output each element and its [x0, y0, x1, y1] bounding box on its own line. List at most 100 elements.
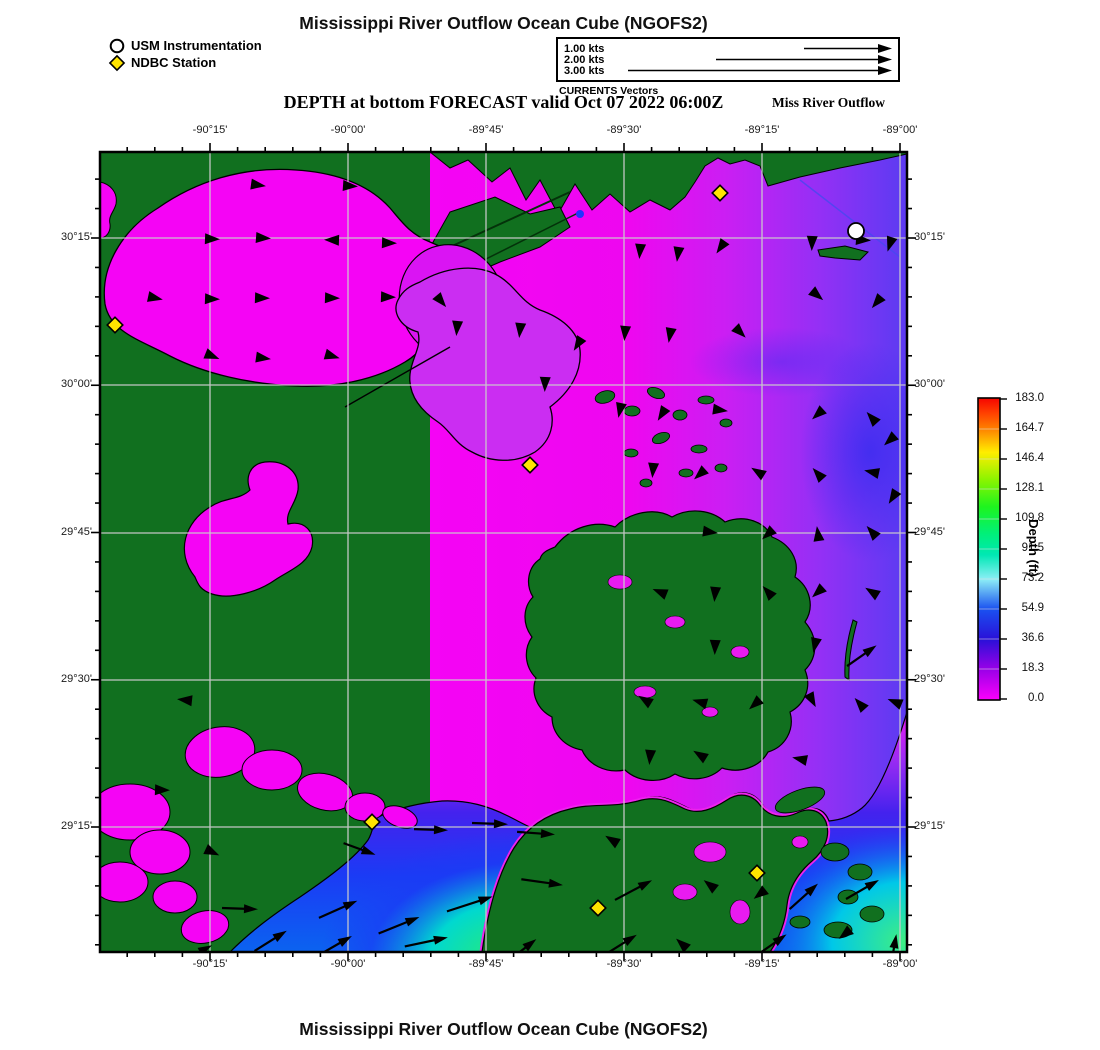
colorbar-tick-label: 146.4	[1015, 452, 1044, 464]
current-arrow	[694, 465, 709, 480]
current-arrow	[255, 351, 271, 363]
current-arrow	[315, 936, 352, 952]
current-arrow	[616, 402, 627, 418]
current-arrow	[884, 431, 899, 446]
current-arrow	[380, 291, 396, 303]
current-arrow	[652, 589, 669, 600]
current-arrow	[812, 468, 827, 483]
ndbc-station-marker	[363, 813, 381, 831]
current-arrow	[413, 825, 448, 835]
x-tick-label-top: -90°15'	[192, 124, 228, 136]
inland-lake	[183, 461, 314, 597]
station-markers	[106, 184, 865, 917]
current-arrow	[838, 925, 854, 939]
current-arrow	[673, 246, 685, 262]
current-arrow	[204, 233, 220, 245]
current-arrow	[614, 880, 653, 901]
gridlines	[100, 152, 907, 952]
ndbc-station-marker	[711, 184, 729, 202]
current-arrow	[788, 883, 818, 910]
colorbar-tick-label: 0.0	[1028, 692, 1044, 704]
current-arrow	[204, 293, 220, 305]
lake-borgne	[395, 267, 581, 461]
legend-label-ndbc: NDBC Station	[131, 55, 217, 70]
current-arrow	[751, 467, 767, 481]
x-tick-label-bottom: -89°15'	[744, 958, 780, 970]
y-tick-label-left: 30°15'	[61, 231, 92, 243]
current-arrow	[889, 934, 899, 952]
x-tick-label-bottom: -89°45'	[468, 958, 504, 970]
current-arrow	[762, 525, 777, 540]
ndbc-station-marker	[748, 864, 766, 882]
current-arrow	[762, 586, 777, 601]
current-arrow	[808, 286, 824, 301]
legend-row-usm: USM Instrumentation	[108, 37, 262, 54]
currents-vector-caption: CURRENTS Vectors	[559, 85, 659, 97]
forecast-subtitle: DEPTH at bottom FORECAST valid Oct 07 20…	[283, 92, 724, 112]
current-arrow	[866, 526, 881, 541]
colorbar-tick-label: 128.1	[1015, 482, 1044, 494]
current-arrow	[709, 639, 721, 655]
colorbar	[977, 397, 1007, 701]
vector-scale-label: 1.00 kts	[564, 43, 604, 55]
current-arrow	[378, 917, 420, 935]
y-tick-label-right: 29°45'	[914, 525, 945, 538]
y-tick-label-left: 29°15'	[61, 820, 92, 832]
current-arrow	[702, 525, 718, 537]
current-arrow	[865, 587, 881, 601]
colorbar-tick-label: 18.3	[1021, 662, 1044, 674]
colorbar-title: Depth (ft)	[1026, 519, 1041, 577]
current-arrow	[324, 292, 340, 304]
current-arrow	[254, 292, 270, 304]
current-arrow	[381, 237, 397, 249]
current-arrow	[803, 691, 816, 708]
footer-title: Mississippi River Outflow Ocean Cube (NG…	[299, 1019, 708, 1039]
current-arrow	[539, 376, 551, 392]
legend-label-usm: USM Instrumentation	[131, 38, 262, 53]
ndbc-diamond-icon	[108, 54, 126, 71]
current-arrow	[806, 235, 818, 251]
current-arrow	[323, 348, 340, 360]
current-arrow	[811, 637, 822, 653]
current-arrow	[886, 235, 898, 252]
current-arrow	[716, 238, 730, 254]
y-tick-label-left: 29°30'	[61, 672, 92, 685]
current-arrow	[693, 750, 709, 764]
current-arrow	[864, 468, 880, 479]
y-tick-label-right: 30°15'	[914, 231, 945, 243]
rail-channel	[344, 346, 451, 408]
current-arrow	[731, 323, 746, 338]
colorbar-tick-label: 54.9	[1021, 602, 1044, 614]
current-arrow	[203, 844, 220, 856]
legend-row-ndbc: NDBC Station	[108, 54, 262, 71]
station-legend: USM Instrumentation NDBC Station	[108, 37, 262, 71]
current-arrow	[812, 405, 827, 420]
current-arrow	[250, 178, 266, 190]
current-arrow	[147, 291, 163, 302]
x-tick-label-top: -90°00'	[330, 124, 366, 136]
x-tick-label-top: -89°00'	[882, 124, 918, 136]
colorbar-tick-label: 164.7	[1015, 422, 1044, 434]
delta-east-islands	[774, 786, 885, 939]
vector-scale-label: 3.00 kts	[564, 65, 604, 77]
ship-channel	[799, 179, 901, 258]
y-tick-label-right: 29°30'	[914, 672, 945, 685]
cat-island	[817, 245, 869, 261]
ndbc-station-marker	[106, 316, 124, 334]
map-frame	[98, 150, 909, 954]
y-tick-label-right: 29°15'	[914, 820, 945, 832]
current-arrow	[676, 938, 691, 952]
y-tick-label-left: 30°00'	[61, 378, 92, 391]
current-arrow	[342, 180, 358, 191]
currents-vector-legend-box: 1.00 kts 2.00 kts 3.00 kts	[556, 37, 900, 82]
current-arrow	[665, 327, 677, 343]
marsh-islands	[594, 386, 733, 488]
colorbar-tick-label: 36.6	[1021, 632, 1044, 644]
current-arrow	[792, 755, 808, 766]
current-arrow	[638, 695, 654, 709]
current-arrow	[404, 935, 448, 948]
current-arrow	[888, 488, 902, 504]
colorbar-segments	[979, 428, 999, 670]
